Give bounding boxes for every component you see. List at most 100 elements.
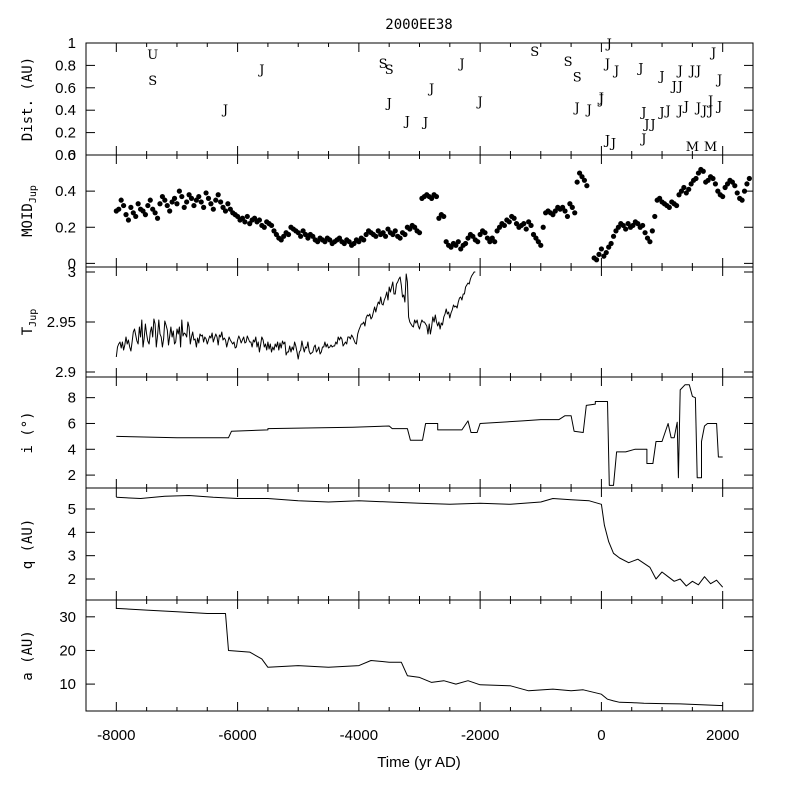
data-point — [222, 208, 229, 214]
panel-moid: 0 0.2 0.4 0.6 MOIDJup — [20, 147, 754, 272]
y-axis-title: i (°) — [20, 411, 36, 453]
data-point-letter: J — [642, 118, 649, 133]
y-axis-title: MOIDJup — [20, 185, 39, 237]
data-point — [154, 215, 161, 221]
x-tick-label: 0 — [597, 727, 605, 744]
data-point — [441, 213, 447, 220]
data-point — [174, 201, 180, 207]
data-point — [475, 239, 481, 245]
data-point-letter: J — [682, 100, 689, 115]
y-tick-label: 2 — [68, 467, 76, 484]
data-point — [196, 193, 202, 200]
data-point — [179, 193, 185, 200]
y-tick-label: 2.9 — [55, 364, 76, 381]
data-point-letter: J — [688, 64, 695, 79]
data-point — [256, 217, 263, 223]
data-point — [157, 201, 163, 207]
y-tick-label: 2.95 — [47, 314, 76, 331]
data-point-letter: J — [639, 132, 646, 147]
data-point — [562, 208, 568, 214]
panel-frame — [85, 599, 754, 712]
panel-frame — [85, 487, 754, 601]
data-point — [123, 212, 129, 218]
data-point — [205, 195, 212, 201]
data-point-letter: U — [147, 48, 158, 63]
panel-q: 2 3 4 5 q (AU) — [20, 487, 754, 601]
data-point — [382, 233, 389, 239]
data-point — [261, 224, 267, 230]
x-tick-label: -8000 — [97, 727, 135, 744]
data-point-letter: S — [530, 45, 539, 60]
data-point-letter: J — [597, 93, 604, 108]
y-axis-title: a (AU) — [20, 630, 36, 681]
data-point-letter: J — [612, 64, 619, 79]
data-point — [623, 226, 629, 232]
y-tick-label: 0.4 — [55, 183, 76, 200]
data-point — [693, 175, 699, 182]
data-point — [666, 204, 672, 210]
data-point — [511, 215, 517, 221]
data-point-letter: J — [657, 69, 664, 84]
data-point-letter: J — [694, 101, 701, 116]
panel-frame — [85, 266, 754, 378]
y-tick-label: 6 — [68, 415, 76, 432]
y-axis-title-text: q (AU) — [20, 519, 36, 570]
data-point — [686, 186, 692, 192]
data-point — [642, 230, 648, 236]
data-point — [116, 206, 122, 212]
data-point-letter: J — [706, 104, 713, 119]
data-point — [191, 202, 197, 209]
y-tick-label: 0.2 — [55, 125, 76, 142]
series-line — [116, 607, 723, 707]
data-point-letter: J — [585, 103, 592, 118]
data-point — [167, 208, 173, 214]
data-point-letter: S — [564, 55, 573, 70]
data-point — [128, 204, 134, 210]
data-point-letter: J — [385, 96, 392, 111]
data-point — [152, 210, 158, 216]
x-tick-label: 2000 — [706, 727, 739, 744]
data-point — [201, 204, 207, 210]
data-point-letter: M — [686, 140, 699, 155]
data-point-letter: J — [657, 105, 664, 120]
panel-tjup: 2.9 2.95 3 TJup — [20, 264, 754, 381]
data-point — [215, 192, 221, 198]
x-tick-labels: -8000 -6000 -4000 -2000 0 2000 — [97, 727, 739, 744]
data-point — [538, 242, 544, 248]
panel-frame — [85, 154, 754, 268]
data-point — [416, 230, 423, 236]
data-point — [574, 179, 580, 185]
data-point — [181, 204, 187, 210]
data-point — [120, 202, 127, 209]
data-point-letter: M — [704, 140, 717, 155]
data-point-letter: J — [709, 46, 716, 61]
data-point — [649, 228, 655, 234]
data-point — [540, 224, 546, 230]
data-point-letter: J — [676, 80, 683, 95]
data-point-letter: J — [403, 114, 410, 129]
data-point — [361, 237, 367, 243]
y-tick-label: 20 — [59, 642, 76, 659]
data-point-letter: J — [603, 57, 610, 72]
y-tick-label: 4 — [68, 441, 76, 458]
y-axis-title-text: T — [20, 326, 36, 335]
data-point — [198, 199, 204, 205]
y-tick-label: 4 — [68, 524, 76, 541]
data-point-letter: J — [476, 95, 483, 110]
data-point — [523, 226, 529, 232]
data-point-letter: J — [257, 63, 264, 78]
y-tick-label: 10 — [59, 676, 76, 693]
y-axis-title-text: a (AU) — [20, 630, 36, 681]
data-point — [164, 202, 170, 209]
y-axis-title: TJup — [20, 309, 39, 336]
data-point — [147, 197, 153, 203]
data-point — [268, 222, 275, 229]
y-tick-label: 3 — [68, 548, 76, 565]
data-point-letter: J — [676, 64, 683, 79]
y-tick-label: 8 — [68, 390, 76, 407]
data-point — [712, 181, 719, 187]
data-point — [673, 202, 680, 209]
data-point-letter: J — [427, 82, 434, 97]
